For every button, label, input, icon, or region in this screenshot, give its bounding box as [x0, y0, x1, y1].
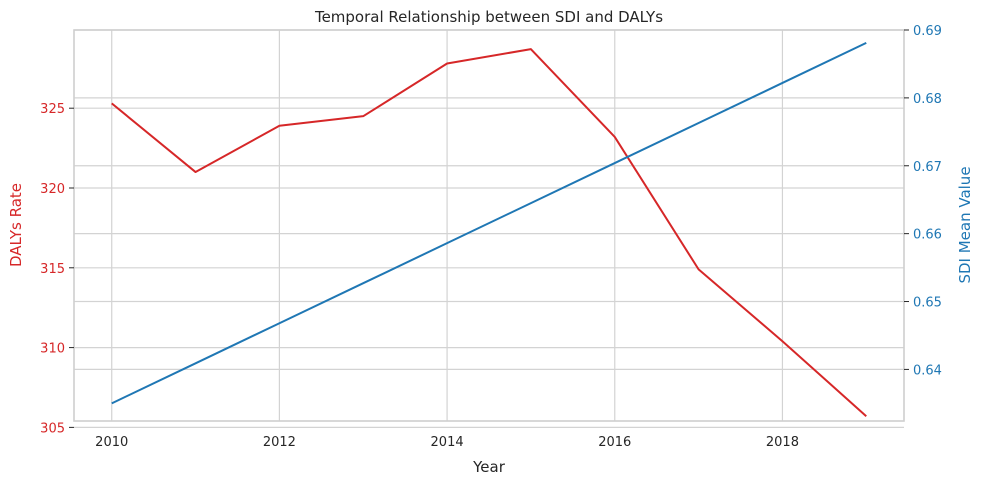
dalys-rate-line — [111, 48, 867, 417]
right-tick-label: 0.65 — [913, 296, 942, 311]
x-tick-label: 2014 — [431, 435, 464, 450]
right-tick-label: 0.66 — [913, 228, 942, 243]
x-axis-ticks: 2010 2012 2014 2016 2018 — [95, 435, 799, 450]
right-tick-label: 0.64 — [913, 363, 942, 378]
series-lines — [111, 41, 867, 417]
left-tick-label: 305 — [40, 421, 65, 436]
x-tick-label: 2016 — [598, 435, 631, 450]
right-axis-ticks: 0.64 0.65 0.66 0.67 0.68 0.69 — [904, 24, 942, 378]
right-tick-label: 0.68 — [913, 92, 942, 107]
left-tick-label: 315 — [40, 262, 65, 277]
right-tick-label: 0.67 — [913, 160, 942, 175]
x-tick-label: 2010 — [95, 435, 128, 450]
chart-title: Temporal Relationship between SDI and DA… — [314, 8, 663, 26]
left-tick-label: 310 — [40, 342, 65, 357]
left-tick-label: 320 — [40, 182, 65, 197]
x-tick-label: 2018 — [766, 435, 799, 450]
grid — [74, 29, 904, 428]
left-tick-label: 325 — [40, 102, 65, 117]
x-axis-label: Year — [472, 458, 506, 476]
left-axis-ticks: 305 310 315 320 325 — [40, 102, 74, 436]
left-axis-label: DALYs Rate — [7, 183, 25, 267]
right-axis-label: SDI Mean Value — [956, 166, 974, 283]
plot-frame — [73, 29, 905, 422]
x-tick-label: 2012 — [263, 435, 296, 450]
right-tick-label: 0.69 — [913, 24, 942, 39]
sdi-mean-line — [111, 41, 867, 405]
